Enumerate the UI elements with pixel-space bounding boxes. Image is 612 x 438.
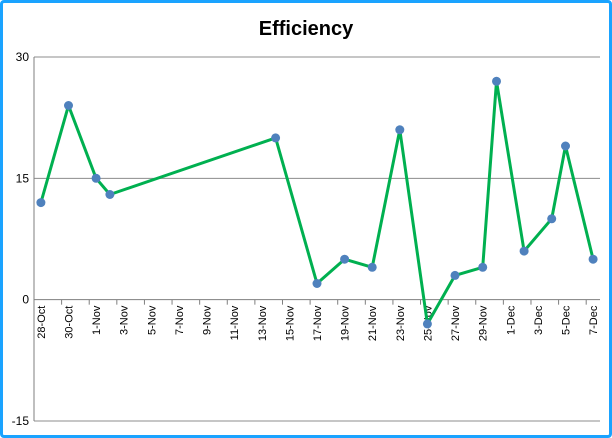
x-tick-label: 27-Nov (450, 305, 462, 341)
x-tick-label: 1-Dec (505, 305, 517, 335)
y-tick-label: -15 (12, 414, 30, 428)
data-point (271, 133, 281, 143)
x-tick-label: 17-Nov (312, 305, 324, 341)
data-point (64, 101, 73, 110)
data-point (478, 262, 488, 272)
data-point (36, 198, 46, 208)
x-tick-label: 13-Nov (257, 305, 269, 341)
x-tick-label: 9-Nov (202, 305, 214, 335)
y-tick-label: 0 (22, 293, 29, 307)
data-point (422, 319, 432, 329)
x-tick-label: 19-Nov (340, 305, 352, 341)
x-tick-label: 28-Oct (36, 306, 48, 339)
x-tick-label: 5-Nov (146, 305, 158, 335)
data-point (312, 279, 322, 288)
x-tick-label: 15-Nov (284, 305, 296, 341)
data-point (91, 173, 101, 183)
x-tick-label: 3-Dec (533, 305, 545, 335)
data-point (519, 246, 529, 256)
y-axis-ticks: -15 0 15 30 (12, 50, 30, 428)
data-point (547, 214, 557, 224)
y-tick-label: 30 (16, 50, 30, 64)
data-point (367, 262, 377, 272)
data-point (561, 141, 570, 151)
x-tick-label: 30-Oct (64, 306, 76, 339)
x-tick-label: 7-Dec (588, 305, 600, 335)
x-axis-ticks: 28-Oct 30-Oct 1-Nov 3-Nov 5-Nov 7-Nov 9-Nov 11-… (36, 305, 600, 341)
gridlines (34, 56, 600, 422)
efficiency-series (36, 76, 598, 329)
data-point (395, 125, 405, 135)
data-point (588, 254, 598, 264)
x-tick-label: 21-Nov (367, 305, 379, 341)
x-tick-label: 23-Nov (395, 305, 407, 341)
x-tick-label: 29-Nov (478, 305, 490, 341)
axes (33, 57, 600, 421)
data-point (450, 270, 460, 280)
chart-title: Efficiency (259, 18, 354, 40)
data-point (340, 254, 350, 264)
x-tick-label: 11-Nov (229, 305, 241, 340)
y-tick-label: 15 (16, 171, 30, 185)
x-tick-label: 3-Nov (119, 305, 131, 335)
x-tick-label: 5-Dec (560, 305, 572, 335)
x-tick-label: 7-Nov (174, 305, 186, 335)
x-tick-label: 1-Nov (91, 305, 103, 335)
data-point (105, 190, 115, 199)
data-point (492, 76, 501, 86)
